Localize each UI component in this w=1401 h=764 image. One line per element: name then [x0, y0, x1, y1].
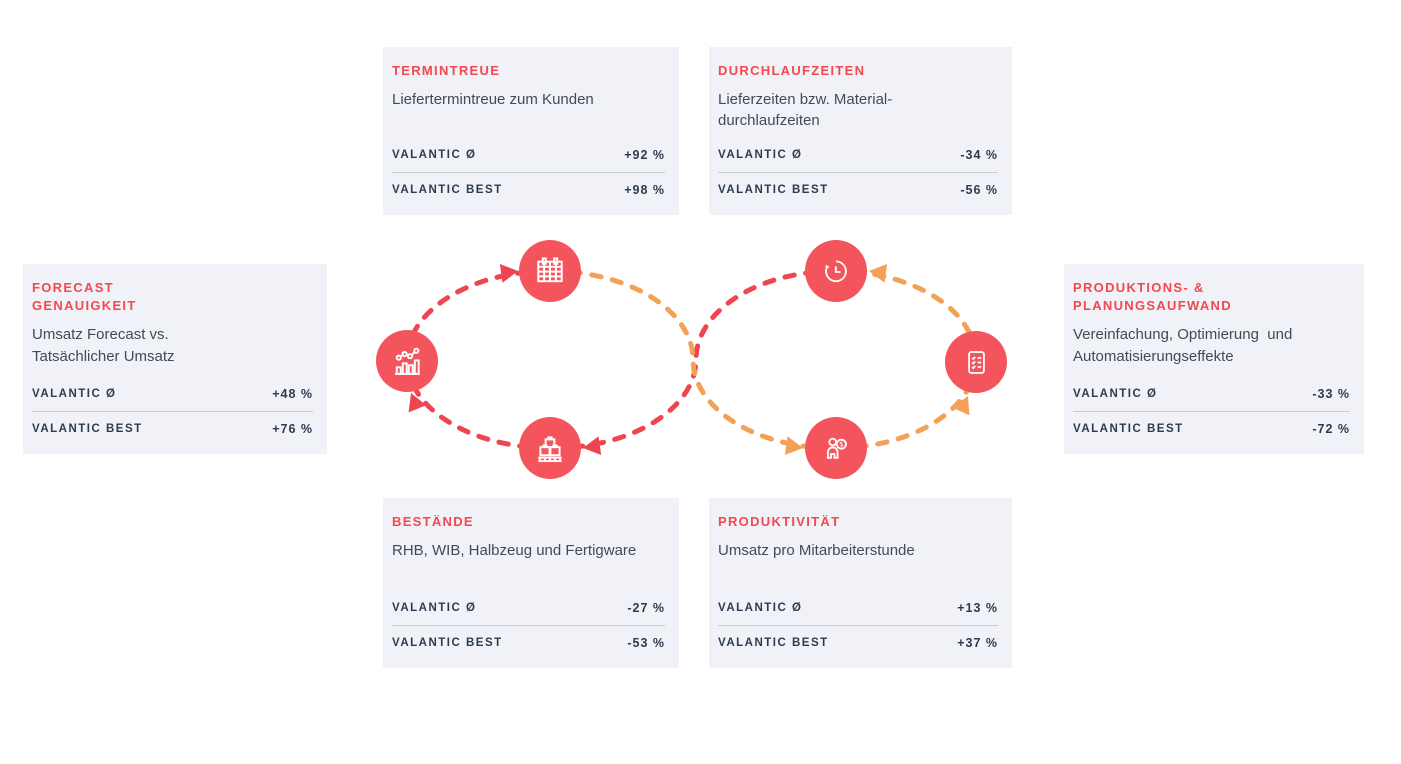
stat-label: VALANTIC Ø [1073, 388, 1158, 400]
svg-text:$: $ [839, 441, 843, 449]
divider [718, 625, 998, 626]
card-subtitle: Umsatz pro Mitarbeiterstunde [718, 542, 915, 560]
arrowhead-into-calendar [499, 263, 518, 283]
stat-value: -34 % [960, 148, 998, 162]
stat-label: VALANTIC Ø [32, 388, 117, 400]
stat-label: VALANTIC Ø [392, 149, 477, 161]
stat-label: VALANTIC BEST [392, 637, 503, 649]
stat-value: +48 % [272, 387, 313, 401]
card-title: BESTÄNDE [392, 514, 474, 529]
stat-value: +13 % [957, 601, 998, 615]
stacked-boxes-pallet-icon [538, 436, 562, 463]
stats-table: VALANTIC Ø +13 % VALANTIC BEST +37 % [718, 591, 998, 660]
stat-label: VALANTIC BEST [1073, 423, 1184, 435]
card-subtitle: Lieferzeiten bzw. Material- durchlaufzei… [718, 91, 893, 130]
kpi-card-termintreue: TERMINTREUE Liefertermintreue zum Kunden… [383, 47, 679, 215]
stat-value: -27 % [627, 601, 665, 615]
stat-row-average: VALANTIC Ø +92 % [392, 138, 665, 172]
stat-label: VALANTIC BEST [392, 184, 503, 196]
stats-table: VALANTIC Ø -33 % VALANTIC BEST -72 % [1073, 377, 1350, 446]
stats-table: VALANTIC Ø +92 % VALANTIC BEST +98 % [392, 138, 665, 207]
stat-row-best: VALANTIC BEST -53 % [392, 626, 665, 660]
stat-label: VALANTIC Ø [392, 602, 477, 614]
stat-value: -56 % [960, 183, 998, 197]
kpi-card-bestaende: BESTÄNDE RHB, WIB, Halbzeug und Fertigwa… [383, 498, 679, 668]
flow-arrowheads [408, 263, 970, 456]
stat-row-average: VALANTIC Ø +48 % [32, 377, 313, 411]
bar-chart-trend-icon [395, 347, 420, 375]
divider [32, 411, 313, 412]
card-subtitle: RHB, WIB, Halbzeug und Fertigware [392, 542, 637, 560]
stat-value: +92 % [624, 148, 665, 162]
stats-table: VALANTIC Ø -34 % VALANTIC BEST -56 % [718, 138, 998, 207]
person-dollar-icon: $ [827, 437, 847, 459]
checklist-document-icon [967, 350, 985, 374]
card-title: TERMINTREUE [392, 63, 501, 78]
calendar-grid-icon [537, 257, 563, 283]
stat-row-average: VALANTIC Ø -34 % [718, 138, 998, 172]
stat-row-best: VALANTIC BEST -72 % [1073, 412, 1350, 446]
node-bestaende [519, 417, 581, 479]
node-forecast-genauigkeit [376, 330, 438, 392]
kpi-card-durchlaufzeiten: DURCHLAUFZEITEN Lieferzeiten bzw. Materi… [709, 47, 1012, 215]
arrowhead-into-person [784, 436, 803, 456]
stat-value: +98 % [624, 183, 665, 197]
stat-row-average: VALANTIC Ø +13 % [718, 591, 998, 625]
stat-row-best: VALANTIC BEST +37 % [718, 626, 998, 660]
stat-row-best: VALANTIC BEST +76 % [32, 412, 313, 446]
red-loop-paths [404, 268, 839, 451]
arrowhead-into-checklist [952, 396, 970, 416]
kpi-card-forecast-genauigkeit: FORECAST GENAUIGKEIT Umsatz Forecast vs.… [23, 264, 327, 454]
stat-value: -33 % [1312, 387, 1350, 401]
arrowhead-into-chart [408, 393, 427, 413]
stat-row-best: VALANTIC BEST -56 % [718, 173, 998, 207]
node-durchlaufzeiten [805, 240, 867, 302]
node-produktions-planungsaufwand [945, 331, 1007, 393]
stats-table: VALANTIC Ø -27 % VALANTIC BEST -53 % [392, 591, 665, 660]
stat-row-average: VALANTIC Ø -27 % [392, 591, 665, 625]
stat-label: VALANTIC BEST [718, 184, 829, 196]
card-title: PRODUKTIVITÄT [718, 514, 841, 529]
arrowhead-into-boxes [583, 436, 602, 456]
kpi-card-produktivitaet: PRODUKTIVITÄT Umsatz pro Mitarbeiterstun… [709, 498, 1012, 668]
stat-label: VALANTIC Ø [718, 602, 803, 614]
card-title: DURCHLAUFZEITEN [718, 63, 866, 78]
orange-loop-paths [547, 268, 979, 451]
stat-value: -72 % [1312, 422, 1350, 436]
stat-label: VALANTIC BEST [718, 637, 829, 649]
kpi-card-produktions-planungsaufwand: PRODUKTIONS- & PLANUNGSAUFWAND Vereinfac… [1064, 264, 1364, 454]
node-produktivitaet: $ [805, 417, 867, 479]
divider [718, 172, 998, 173]
card-title: FORECAST GENAUIGKEIT [32, 280, 137, 314]
node-termintreue [519, 240, 581, 302]
card-subtitle: Liefertermintreue zum Kunden [392, 91, 594, 109]
divider [1073, 411, 1350, 412]
card-subtitle: Vereinfachung, Optimierung und Automatis… [1073, 326, 1293, 365]
stat-row-best: VALANTIC BEST +98 % [392, 173, 665, 207]
stat-row-average: VALANTIC Ø -33 % [1073, 377, 1350, 411]
card-title: PRODUKTIONS- & PLANUNGSAUFWAND [1073, 280, 1232, 314]
arrowhead-into-clock [869, 263, 888, 283]
divider [392, 625, 665, 626]
clock-history-icon [825, 260, 847, 283]
stats-table: VALANTIC Ø +48 % VALANTIC BEST +76 % [32, 377, 313, 446]
stat-label: VALANTIC Ø [718, 149, 803, 161]
stat-value: +76 % [272, 422, 313, 436]
card-subtitle: Umsatz Forecast vs. Tatsächlicher Umsatz [32, 326, 175, 365]
stat-value: +37 % [957, 636, 998, 650]
stat-label: VALANTIC BEST [32, 423, 143, 435]
divider [392, 172, 665, 173]
stat-value: -53 % [627, 636, 665, 650]
